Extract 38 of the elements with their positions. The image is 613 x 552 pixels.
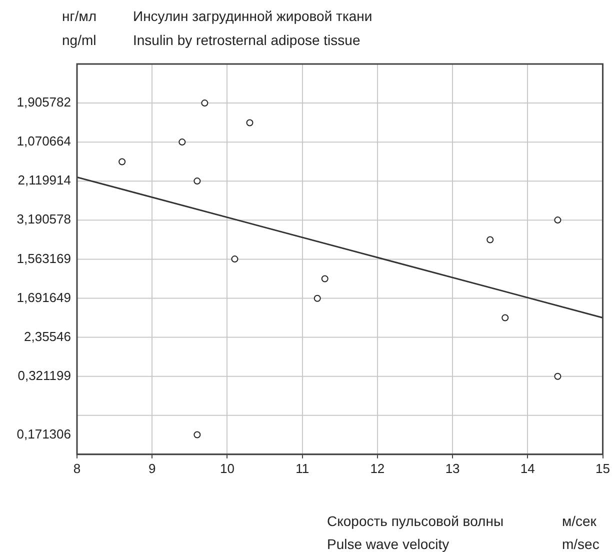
text: нг/мл (62, 8, 97, 24)
x-tick-label: 8 (73, 460, 81, 476)
text: m/sec (562, 536, 600, 552)
x-tick-label: 12 (370, 460, 385, 476)
x-tick-label: 13 (445, 460, 460, 476)
text: 0,321199 (18, 368, 71, 383)
text: 1,691649 (16, 290, 71, 305)
text: 1,070664 (16, 134, 71, 149)
point (201, 100, 208, 107)
point (231, 256, 238, 263)
point (486, 236, 494, 244)
x-axis-title: Скорость пульсовой волны (327, 513, 504, 529)
text: Pulse wave velocity (327, 536, 450, 552)
text: 3,190578 (16, 212, 71, 227)
point (194, 178, 201, 185)
chart-title: Инсулин загрудинной жировой ткани (133, 8, 372, 24)
x-tick-label: 14 (520, 460, 535, 476)
x-tick-label: 10 (220, 460, 234, 476)
point (194, 431, 201, 438)
point (118, 158, 126, 166)
point (246, 119, 254, 126)
chart-subtitle: Insulin by retrosternal adipose tissue (133, 32, 360, 48)
text: 1,905782 (16, 94, 71, 110)
point (321, 275, 328, 282)
text: 0,171306 (16, 426, 71, 442)
point (554, 372, 562, 380)
text: м/сек (562, 513, 596, 529)
text: 2,119914 (18, 172, 71, 188)
x-tick-label: 11 (296, 460, 310, 476)
x-tick-label: 9 (148, 460, 156, 476)
x-tick-label: 15 (596, 460, 610, 476)
text: 2,35546 (24, 328, 71, 344)
text: 1,563169 (16, 250, 71, 266)
point (178, 138, 186, 146)
point (314, 294, 321, 302)
point (554, 216, 562, 224)
text: ng/ml (62, 32, 96, 48)
point (502, 314, 509, 322)
